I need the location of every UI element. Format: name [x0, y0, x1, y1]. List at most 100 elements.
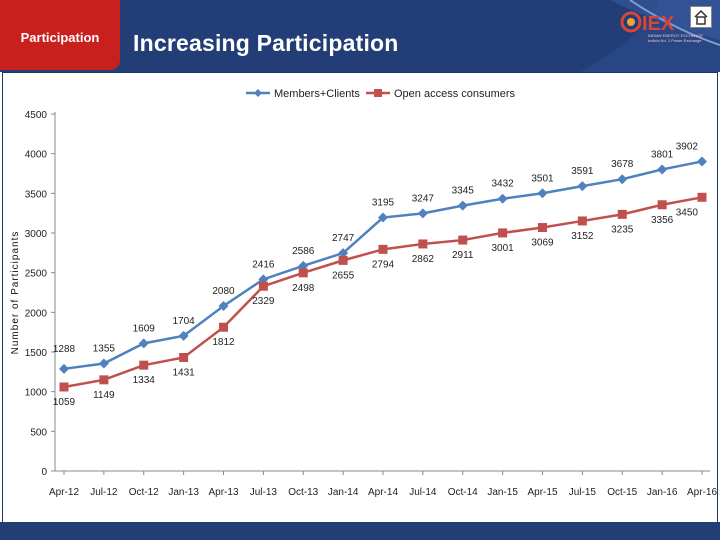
- data-point: [457, 200, 468, 211]
- data-point: [498, 228, 508, 238]
- chart-axes: 0 500 1000 1500 2000 2500 3000 3500 4000 4500 Apr-…: [25, 110, 718, 498]
- data-label: 3450: [676, 207, 699, 218]
- data-label: 2655: [332, 270, 355, 281]
- page-title: Increasing Participation: [133, 30, 399, 56]
- data-point: [378, 212, 388, 223]
- header-bar: [0, 0, 720, 72]
- chart-series: 1288 1355 1609 1704 2080 2416 2586 2747 3195 3247…: [53, 141, 707, 408]
- data-point: [219, 322, 228, 332]
- data-point: [378, 244, 388, 254]
- data-point: [138, 338, 149, 349]
- logo-subtitle: INDIAN ENERGY EXCHANGE India's No. 1 Pow…: [648, 33, 703, 43]
- data-point: [338, 255, 348, 265]
- data-point: [417, 208, 428, 219]
- data-label: 2862: [412, 254, 435, 265]
- x-tick-label: Jan-15: [487, 487, 518, 498]
- data-point: [338, 248, 349, 259]
- data-point: [537, 188, 548, 199]
- logo-sub-line: INDIAN ENERGY EXCHANGE: [648, 33, 704, 38]
- x-tick-label: Apr-12: [49, 487, 79, 498]
- data-label: 3152: [571, 231, 594, 242]
- data-point: [657, 164, 668, 175]
- data-label: 3069: [531, 238, 554, 249]
- data-label: 3345: [452, 186, 475, 197]
- data-point: [577, 216, 587, 226]
- participation-chart: Members+Clients Open access consumers 0 50…: [10, 88, 718, 498]
- data-label: 3591: [571, 166, 594, 177]
- data-label: 2586: [292, 246, 315, 257]
- data-label: 3678: [611, 159, 634, 170]
- x-tick-label: Jul-15: [569, 487, 597, 498]
- data-label: 3902: [676, 141, 699, 152]
- data-label: 2747: [332, 233, 355, 244]
- x-tick-label: Jul-14: [409, 487, 437, 498]
- y-tick-label: 500: [30, 427, 47, 438]
- data-point: [418, 239, 428, 249]
- legend-marker: [374, 89, 382, 97]
- data-label: 3356: [651, 215, 674, 226]
- data-label: 1059: [53, 397, 76, 408]
- x-tick-label: Jul-12: [90, 487, 118, 498]
- data-point: [458, 235, 468, 245]
- logo-tagline: India's No. 1 Power Exchange: [648, 38, 702, 43]
- home-button[interactable]: [690, 6, 712, 28]
- legend-label: Open access consumers: [394, 88, 516, 100]
- logo-text: IEX: [642, 13, 675, 35]
- x-tick-label: Oct-13: [288, 487, 318, 498]
- y-tick-label: 0: [41, 467, 47, 478]
- data-label: 3001: [492, 243, 515, 254]
- y-tick-label: 2500: [25, 269, 48, 280]
- y-tick-label: 3500: [25, 189, 48, 200]
- data-point: [697, 156, 707, 167]
- iex-logo: IEX: [620, 6, 682, 44]
- data-point: [538, 223, 547, 233]
- data-label: 3501: [531, 173, 554, 184]
- data-point: [697, 192, 707, 202]
- x-tick-label: Apr-16: [687, 487, 717, 498]
- data-label: 2794: [372, 259, 395, 270]
- y-axis-title: Number of Participants: [10, 231, 21, 355]
- x-tick-label: Apr-13: [208, 487, 238, 498]
- data-point: [617, 209, 627, 219]
- data-label: 2329: [252, 296, 275, 307]
- data-label: 3195: [372, 198, 395, 209]
- legend-marker: [254, 89, 262, 97]
- x-tick-label: Jul-13: [250, 487, 278, 498]
- data-label: 1812: [212, 337, 235, 348]
- x-tick-label: Oct-15: [607, 487, 637, 498]
- home-icon: [694, 9, 708, 25]
- data-label: 1704: [173, 316, 196, 327]
- y-tick-label: 4000: [25, 150, 48, 161]
- footer-bar: [0, 522, 720, 540]
- data-label: 3235: [611, 224, 634, 235]
- data-label: 2498: [292, 283, 315, 294]
- data-point: [258, 274, 269, 285]
- legend: Members+Clients Open access consumers: [246, 88, 516, 100]
- data-label: 1609: [133, 323, 156, 334]
- data-label: 1431: [173, 367, 196, 378]
- series-line-open-access: [63, 196, 703, 389]
- data-point: [657, 200, 667, 210]
- data-point: [98, 358, 109, 369]
- x-tick-label: Oct-12: [129, 487, 159, 498]
- data-point: [258, 281, 268, 291]
- data-label: 1149: [93, 390, 115, 401]
- y-tick-label: 2000: [25, 308, 48, 319]
- data-label: 2416: [252, 259, 275, 270]
- data-point: [179, 352, 189, 362]
- data-label: 3801: [651, 149, 674, 160]
- x-tick-label: Oct-14: [448, 487, 478, 498]
- data-point: [139, 360, 149, 370]
- data-label: 2080: [212, 286, 235, 297]
- header-swoosh-decoration: [500, 0, 720, 72]
- data-point: [59, 363, 69, 374]
- data-point: [218, 300, 229, 311]
- data-point: [617, 174, 628, 185]
- x-tick-label: Apr-15: [527, 487, 557, 498]
- data-label: 3247: [412, 193, 435, 204]
- data-point: [59, 382, 69, 392]
- data-point: [497, 193, 508, 204]
- data-point: [298, 268, 308, 278]
- x-tick-label: Jan-14: [328, 487, 359, 498]
- section-tag: Participation: [0, 0, 120, 70]
